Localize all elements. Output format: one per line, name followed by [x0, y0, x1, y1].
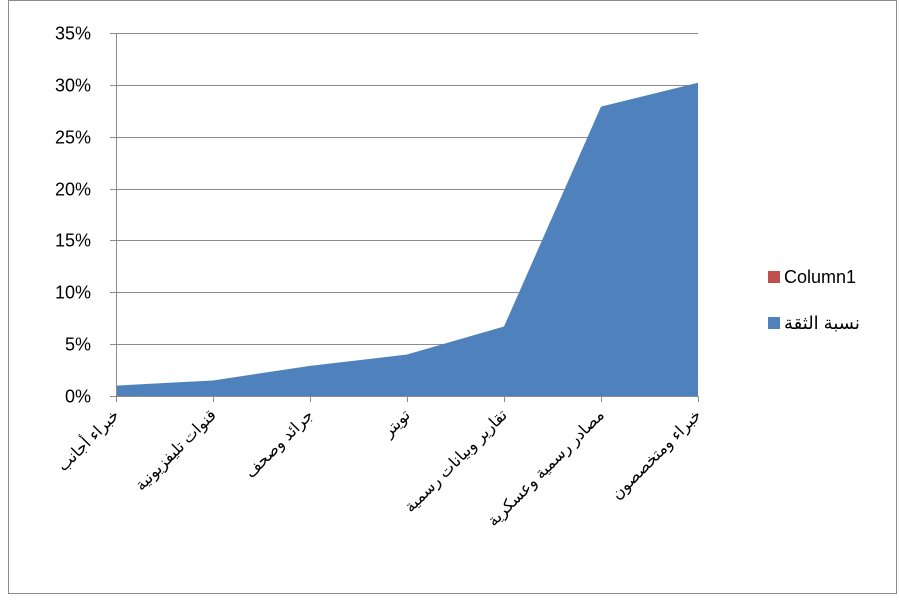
chart-border: [8, 0, 897, 594]
legend-swatch-0: [768, 271, 780, 283]
legend-label-0: Column1: [784, 267, 856, 287]
legend-swatch-1: [768, 317, 780, 329]
y-tick-label: 20%: [55, 180, 91, 200]
y-tick-label: 15%: [55, 231, 91, 251]
y-tick-label: 30%: [55, 76, 91, 96]
area-series-1: [116, 82, 698, 396]
axes: [116, 33, 699, 402]
y-tick-label: 25%: [55, 128, 91, 148]
legend-label-1: نسبة الثقة: [784, 313, 860, 333]
plot-area: [116, 82, 698, 396]
y-tick-label: 5%: [65, 335, 91, 355]
y-tick-label: 0%: [65, 387, 91, 407]
legend: Column1 نسبة الثقة: [768, 267, 860, 333]
y-tick-labels: 0% 5% 10% 15% 20% 25% 30% 35%: [55, 24, 91, 407]
y-tick-label: 10%: [55, 283, 91, 303]
y-tick-label: 35%: [55, 24, 91, 44]
